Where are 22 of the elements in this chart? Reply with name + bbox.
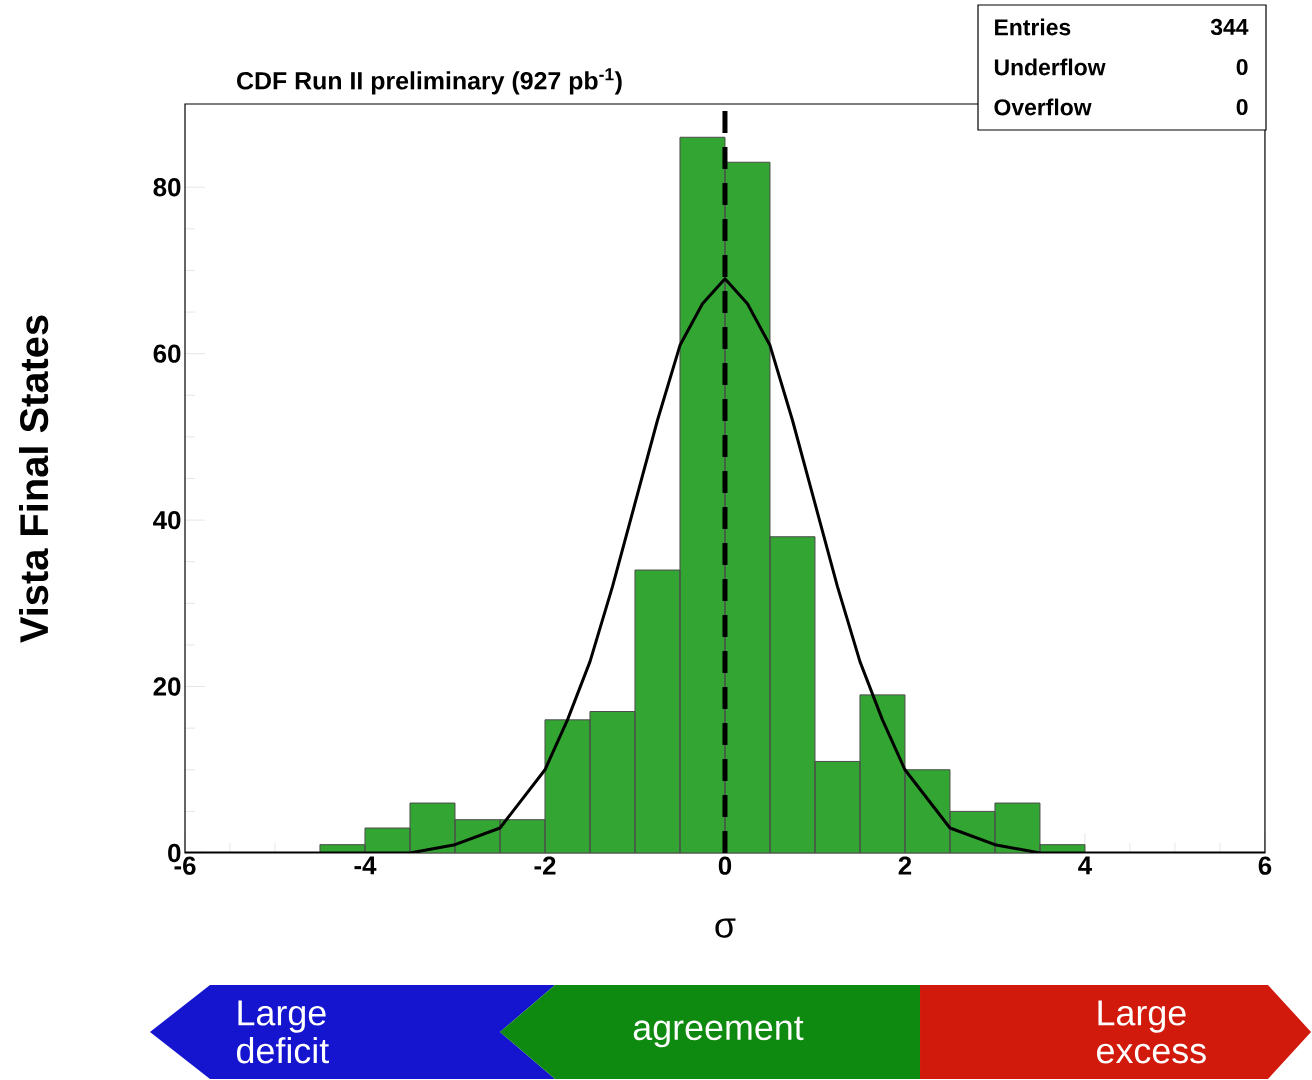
y-tick-label: 20 bbox=[153, 677, 181, 696]
x-tick-label: 0 bbox=[718, 856, 732, 875]
x-tick-label: 6 bbox=[1258, 856, 1272, 875]
x-axis-title: σ bbox=[715, 918, 736, 938]
text: Underflow bbox=[994, 58, 1106, 76]
text: Large deficit bbox=[237, 1000, 329, 1064]
y-tick-label: 40 bbox=[153, 510, 181, 530]
text: 344 bbox=[1210, 18, 1249, 36]
y-tick-label: 60 bbox=[153, 344, 181, 363]
chart-title: CDF Run II preliminary (927 pb$^{-1}$) bbox=[237, 68, 622, 95]
x-tick-label: 4 bbox=[1078, 856, 1093, 875]
x-tick-label: 2 bbox=[898, 856, 912, 875]
text: Large excess bbox=[1097, 1000, 1206, 1064]
y-axis-title: Vista Final States bbox=[18, 315, 49, 643]
text: 0 bbox=[1236, 58, 1248, 76]
x-tick-label: -4 bbox=[354, 856, 377, 875]
y-tick-label: 80 bbox=[153, 178, 181, 197]
x-tick-label: -2 bbox=[534, 856, 556, 875]
annotation: Overflow bbox=[994, 98, 1092, 116]
text: agreement bbox=[633, 1016, 804, 1048]
text: Entries bbox=[995, 18, 1071, 36]
annotation: 0 bbox=[1236, 98, 1248, 116]
